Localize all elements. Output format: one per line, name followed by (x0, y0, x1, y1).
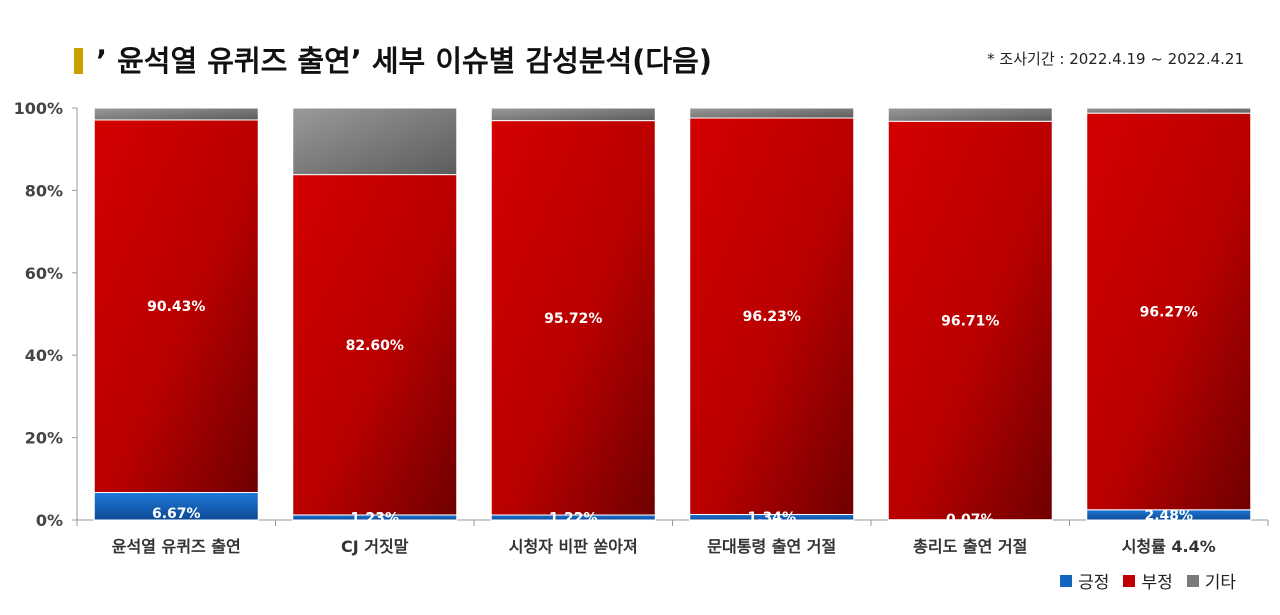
bar-segment-other (1086, 107, 1252, 114)
data-label-positive: 0.07% (946, 512, 995, 528)
survey-period: * 조사기간 : 2022.4.19 ~ 2022.4.21 (987, 50, 1244, 68)
title-accent-bar (74, 48, 83, 74)
legend-swatch-negative (1123, 574, 1136, 587)
legend-item-positive: 긍정 (1060, 568, 1109, 593)
x-category-label: 윤석열 유퀴즈 출연 (112, 537, 241, 556)
data-label-positive: 1.22% (549, 510, 598, 526)
legend-item-other: 기타 (1186, 568, 1236, 593)
bar-segment-negative (689, 117, 855, 515)
data-label-positive: 6.67% (152, 506, 201, 522)
legend-swatch-other (1186, 574, 1199, 587)
y-tick-label: 60% (25, 264, 63, 283)
legend-swatch-positive (1060, 574, 1073, 587)
data-label-positive: 1.23% (350, 510, 399, 526)
bar-segment-other (93, 107, 259, 121)
data-label-negative: 82.60% (346, 338, 404, 354)
chart-title: ’ 윤석열 유퀴즈 출연’ 세부 이슈별 감성분석(다음) (96, 44, 713, 78)
legend-label-negative: 부정 (1141, 573, 1173, 593)
data-label-negative: 96.71% (941, 313, 999, 329)
y-tick-label: 100% (14, 99, 63, 118)
y-tick-label: 0% (36, 511, 63, 530)
bar-segment-other (887, 107, 1053, 122)
bar-segment-other (490, 107, 656, 122)
bar-segment-other (689, 107, 855, 119)
bar-segment-negative (887, 120, 1053, 521)
bar-segment-positive (93, 492, 259, 521)
x-category-label: 문대통령 출연 거절 (707, 537, 836, 556)
data-label-positive: 1.34% (747, 510, 796, 526)
data-label-positive: 2.48% (1144, 508, 1193, 524)
bar-segment-negative (490, 120, 656, 516)
chart-legend: 긍정 부정 기타 (1060, 568, 1236, 593)
legend-label-positive: 긍정 (1078, 573, 1110, 593)
x-category-label: 총리도 출연 거절 (913, 537, 1027, 556)
x-category-label: 시청자 비판 쏟아져 (509, 537, 638, 556)
x-category-label: 시청률 4.4% (1122, 537, 1216, 556)
bar-segment-other (292, 107, 458, 176)
bar-segment-negative (93, 119, 259, 494)
bar-segment-negative (1086, 112, 1252, 511)
y-tick-label: 80% (25, 181, 63, 200)
legend-item-negative: 부정 (1123, 568, 1173, 593)
data-label-negative: 95.72% (544, 311, 602, 327)
y-tick-label: 20% (25, 429, 63, 448)
data-label-negative: 90.43% (147, 299, 205, 315)
bar-segment-negative (292, 174, 458, 516)
y-tick-label: 40% (25, 346, 63, 365)
legend-label-other: 기타 (1204, 573, 1236, 593)
data-label-negative: 96.23% (743, 309, 801, 325)
x-category-label: CJ 거짓말 (341, 537, 409, 556)
data-label-negative: 96.27% (1140, 304, 1198, 320)
